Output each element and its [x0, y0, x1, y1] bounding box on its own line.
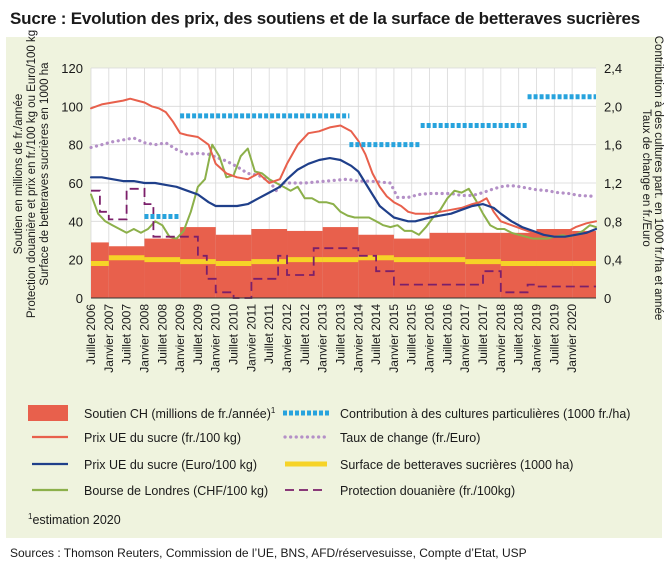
y-left-tick-label: 120 [61, 61, 83, 76]
chart-title: Sucre : Evolution des prix, des soutiens… [10, 9, 641, 28]
legend-label: Soutien CH (millions de fr./année)1 [84, 406, 276, 421]
x-tick-label: Juillet 2009 [191, 304, 205, 365]
x-tick-label: Janvier 2013 [316, 304, 330, 373]
x-tick-label: Janvier 2014 [351, 304, 365, 373]
axes: 0 20 40 60 80 100 120 0 0,4 0,8 1,2 1,6 2,0 2,4 Juille… [61, 61, 622, 373]
y-left-axis-title: Protection douanière et prix en fr./100 … [26, 30, 38, 318]
soutien-bar [287, 230, 323, 298]
y-right-axis-title: Contribution à des cultures part. en 100… [652, 36, 664, 321]
x-tick-label: Janvier 2012 [280, 304, 294, 373]
x-tick-label: Juillet 2019 [547, 304, 561, 365]
legend-soutien-swatch [28, 405, 68, 421]
x-tick-label: Janvier 2009 [173, 304, 187, 373]
soutien-bar [358, 234, 394, 298]
x-tick-label: Juillet 2013 [333, 304, 347, 365]
soutien-bar [108, 246, 145, 298]
x-tick-label: Janvier 2010 [209, 304, 223, 373]
soutien-bar [215, 234, 252, 298]
x-tick-label: Janvier 2019 [529, 304, 543, 373]
axis-titles: Soutien en millions de fr./année Protecti… [13, 30, 664, 320]
legend-label: Bourse de Londres (CHF/100 kg) [84, 484, 268, 498]
x-tick-label: Juillet 2012 [298, 304, 312, 365]
x-tick-label: Juillet 2011 [262, 304, 276, 364]
prix-ue-eur-line [89, 157, 598, 238]
x-tick-label: Juillet 2007 [120, 304, 134, 365]
x-tick-label: Juillet 2010 [227, 304, 241, 365]
soutien-bar [144, 238, 181, 298]
x-tick-label: Janvier 2015 [387, 304, 401, 373]
x-tick-label: Janvier 2016 [423, 304, 437, 373]
y-left-tick-label: 100 [61, 99, 83, 114]
y-right-tick-label: 2,4 [604, 61, 622, 76]
x-tick-label: Janvier 2020 [565, 304, 579, 373]
legend-label: Prix UE du sucre (fr./100 kg) [84, 431, 241, 445]
y-right-axis-title: Taux de change en fr./Euro [640, 109, 652, 246]
legend: Soutien CH (millions de fr./année)1 Contr… [28, 405, 630, 527]
footnote: 1estimation 2020 [28, 512, 121, 527]
soutien-bar [465, 232, 501, 298]
legend-label: Protection douanière (fr./100kg) [340, 484, 515, 498]
legend-label: Taux de change (fr./Euro) [340, 431, 480, 445]
x-tick-label: Janvier 2017 [458, 304, 472, 373]
x-tick-label: Juillet 2014 [369, 304, 383, 365]
taux-de-change-line [89, 136, 598, 199]
y-right-tick-label: 2,0 [604, 99, 622, 114]
y-left-axis-title: Soutien en millions de fr./année [13, 94, 25, 254]
x-tick-label: Juillet 2016 [440, 304, 454, 365]
x-tick-label: Janvier 2008 [137, 304, 151, 373]
y-left-tick-label: 0 [76, 291, 83, 306]
series-lines [89, 94, 598, 299]
legend-label: Surface de betteraves sucrières (1000 ha… [340, 458, 573, 472]
soutien-bar [322, 227, 359, 298]
y-right-tick-label: 0,8 [604, 214, 622, 229]
footnote-mark: 1 [28, 512, 33, 521]
y-left-tick-label: 80 [69, 138, 83, 153]
y-right-tick-label: 1,2 [604, 176, 622, 191]
x-tick-label: Juillet 2006 [84, 304, 98, 365]
y-left-tick-label: 60 [69, 176, 83, 191]
protection-douaniere-line [91, 187, 596, 299]
bourse-londres-line [90, 143, 597, 240]
y-right-tick-label: 1,6 [604, 138, 622, 153]
footnote-text: estimation 2020 [32, 513, 120, 527]
soutien-bar [393, 238, 430, 298]
x-tick-label: Janvier 2018 [494, 304, 508, 373]
x-tick-label: Juillet 2018 [512, 304, 526, 365]
x-tick-label: Juillet 2015 [405, 304, 419, 365]
source-note: Sources : Thomson Reuters, Commission de… [10, 546, 527, 560]
legend-label: Prix UE du sucre (Euro/100 kg) [84, 458, 257, 472]
legend-footnote-mark: 1 [271, 406, 276, 415]
legend-label: Contribution à des cultures particulière… [340, 407, 630, 421]
y-left-tick-label: 20 [69, 253, 83, 268]
x-tick-label: Juillet 2017 [476, 304, 490, 365]
y-left-tick-label: 40 [69, 214, 83, 229]
prix-ue-chf-line [90, 97, 597, 236]
soutien-bar [91, 242, 109, 298]
y-right-tick-label: 0,4 [604, 253, 622, 268]
y-right-tick-label: 0 [604, 291, 611, 306]
x-tick-label: Juillet 2008 [155, 304, 169, 365]
soutien-bar [429, 232, 466, 298]
x-tick-label: Janvier 2007 [102, 304, 116, 373]
x-tick-label: Janvier 2011 [244, 304, 258, 372]
y-left-axis-title: Surface de betteraves sucrières en 1000 … [39, 62, 51, 286]
